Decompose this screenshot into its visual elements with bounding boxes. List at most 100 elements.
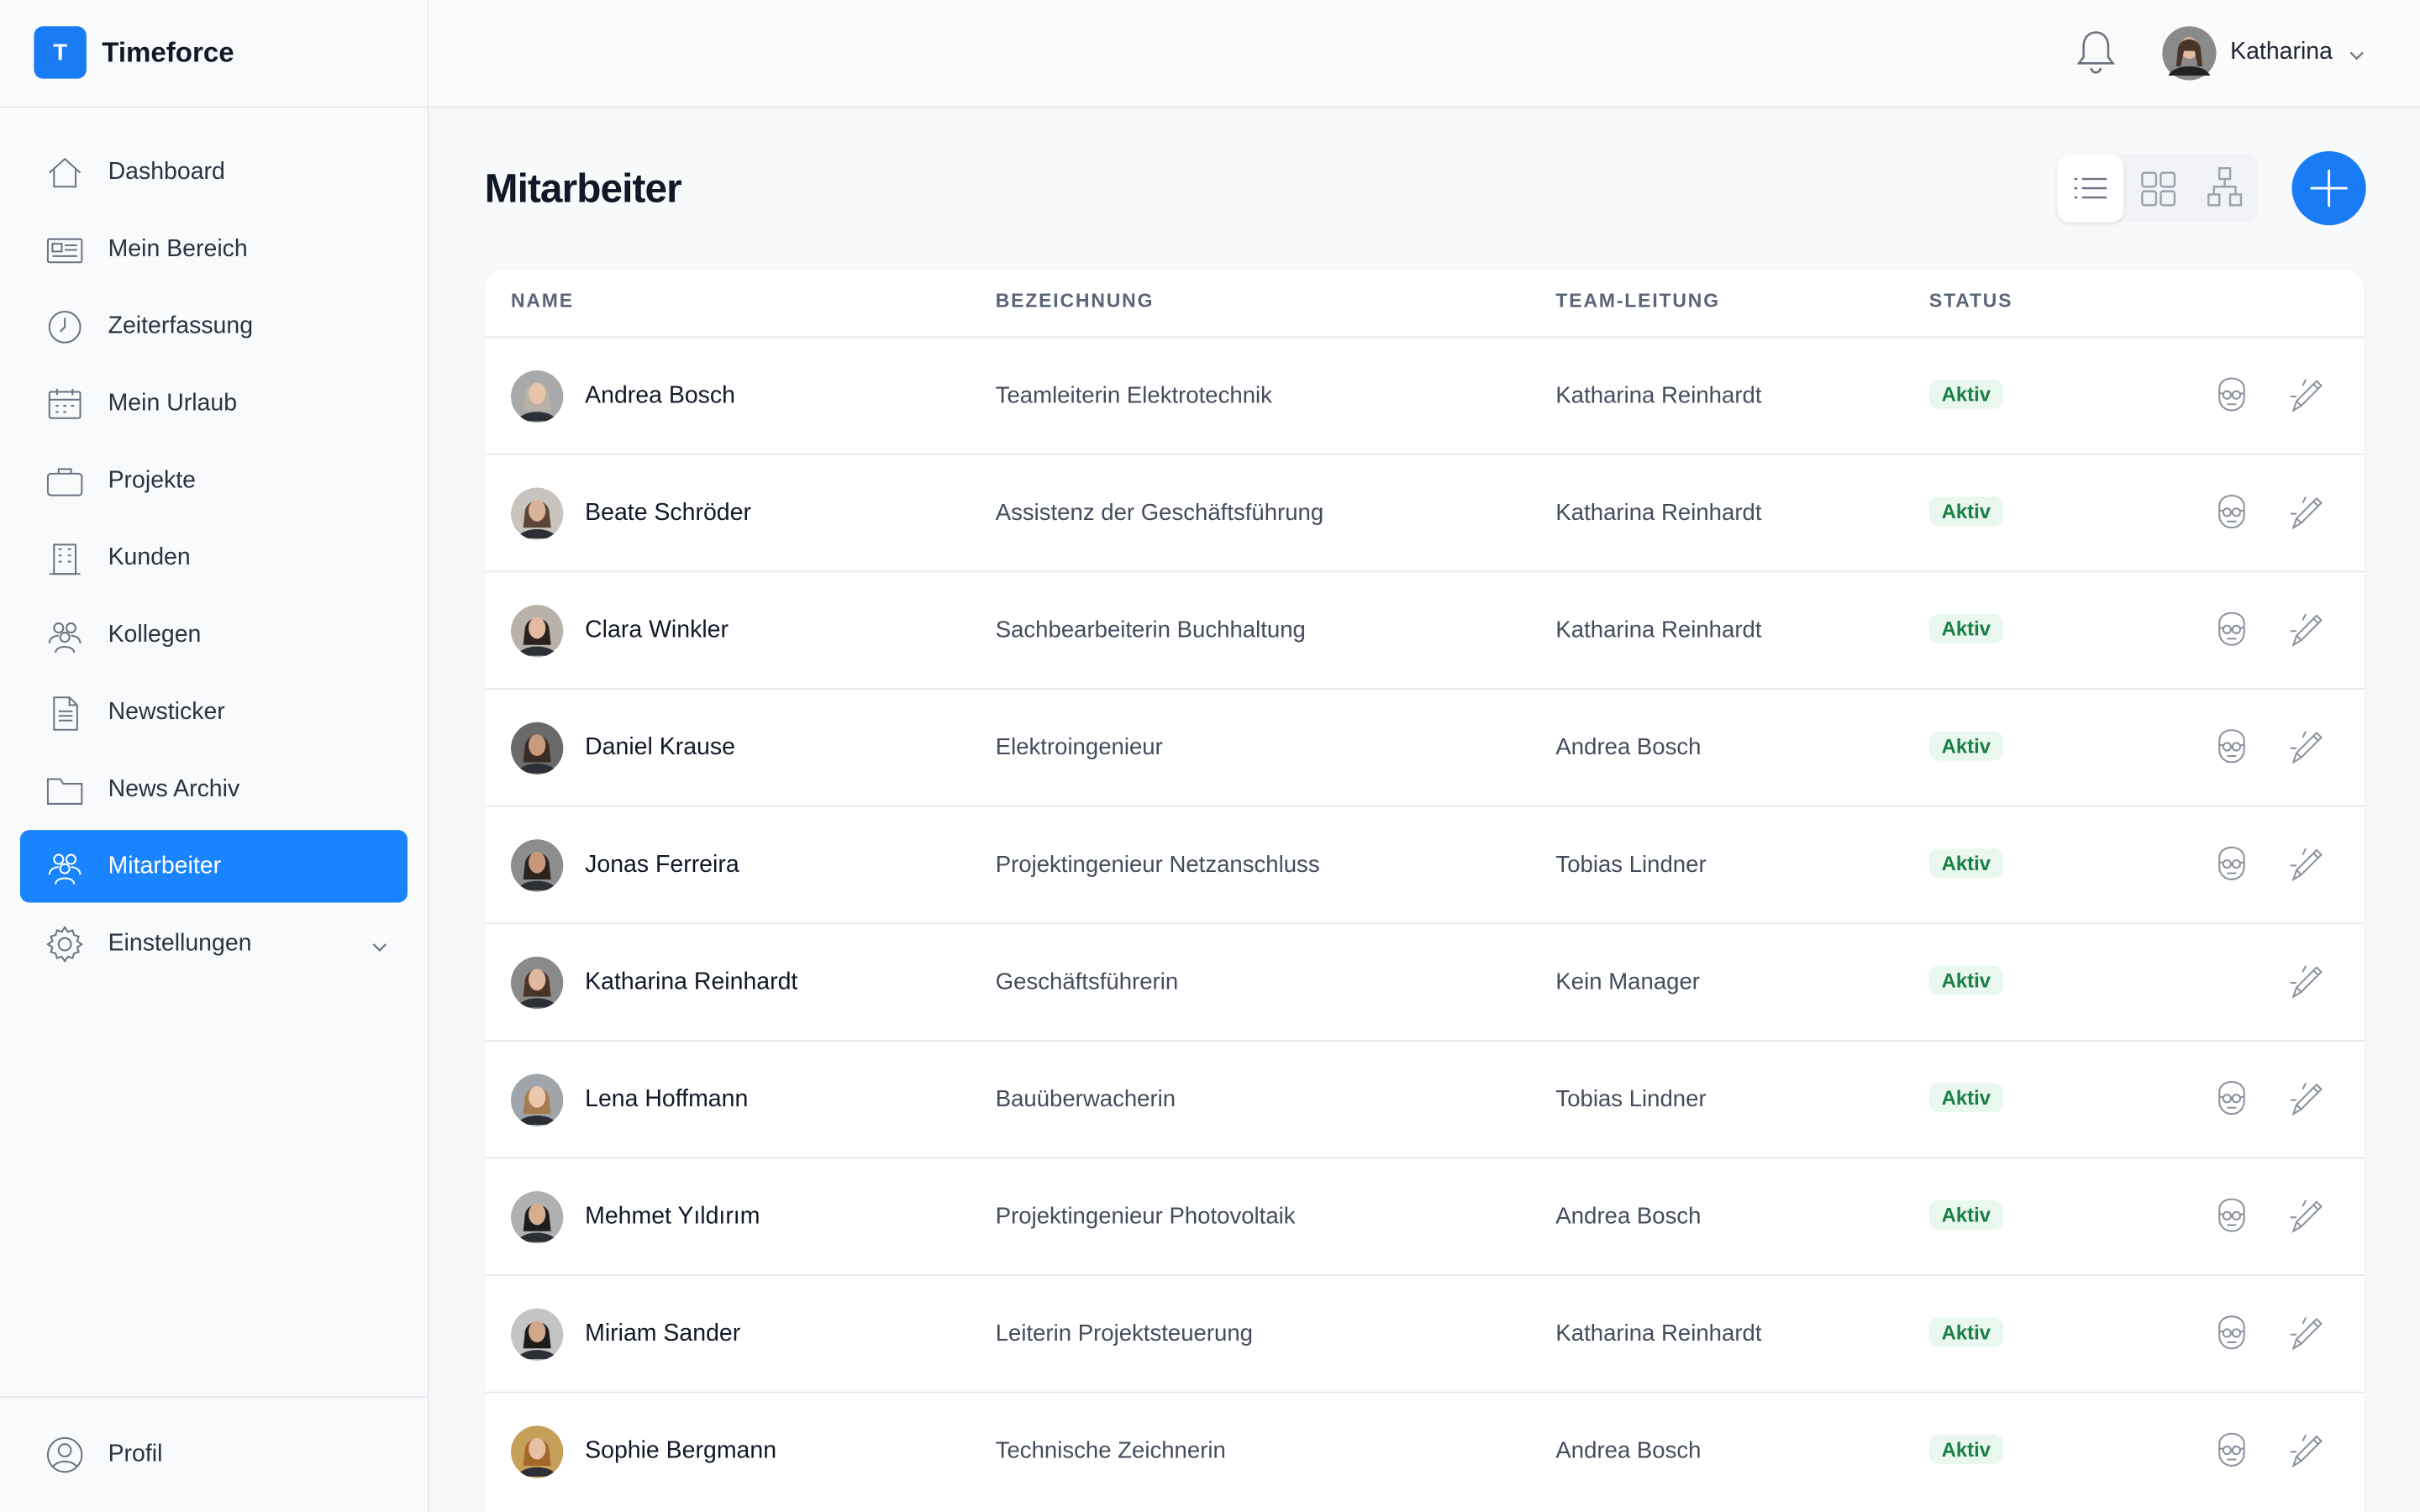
- job-title: Leiterin Projektsteuerung: [995, 1320, 1253, 1347]
- nav-label[interactable]: Mein Urlaub: [108, 389, 238, 417]
- nav-item[interactable]: Kunden: [20, 522, 408, 594]
- table-row[interactable]: Katharina Reinhardt Geschäftsführerin Kein…: [484, 922, 2365, 1041]
- nav-icon: [46, 468, 83, 496]
- edit-button[interactable]: [2287, 1431, 2328, 1471]
- edit-button[interactable]: [2287, 727, 2328, 767]
- employee-name: Miriam Sander: [585, 1320, 741, 1347]
- status-badge: Aktiv: [1928, 731, 2003, 761]
- nav-label[interactable]: Projekte: [108, 466, 197, 493]
- table-row[interactable]: Daniel Krause Elektroingenieur Andrea Bosc…: [484, 688, 2365, 806]
- nav-item[interactable]: Newsticker: [20, 675, 408, 748]
- column-header: NAME: [510, 290, 574, 312]
- nav-item[interactable]: News Archiv: [20, 753, 408, 825]
- impersonate-button[interactable]: [2213, 608, 2250, 648]
- table-row[interactable]: Mehmet Yıldırım Projektingenieur Photovol…: [484, 1157, 2365, 1276]
- nav-label[interactable]: Einstellungen: [108, 929, 252, 956]
- employee-name: Sophie Bergmann: [585, 1437, 777, 1465]
- impersonate-button[interactable]: [2213, 843, 2250, 883]
- nav-label[interactable]: News Archiv: [108, 774, 240, 802]
- employee-name: Mehmet Yıldırım: [585, 1203, 760, 1230]
- separator: [0, 1396, 428, 1399]
- chevron[interactable]: [2349, 50, 2365, 62]
- list-icon: [2074, 177, 2107, 199]
- nav-icon: [53, 696, 78, 731]
- nav-item[interactable]: Profil: [20, 1418, 408, 1490]
- table-row[interactable]: Clara Winkler Sachbearbeiterin Buchhaltun…: [484, 570, 2365, 690]
- edit-button[interactable]: [2287, 1195, 2328, 1236]
- impersonate-button[interactable]: [2213, 1077, 2250, 1117]
- edit-button[interactable]: [2287, 492, 2328, 533]
- add-button[interactable]: [2286, 145, 2372, 232]
- nav-icon: [49, 157, 82, 188]
- job-title: Bauüberwacherin: [995, 1086, 1176, 1113]
- avatar: [510, 487, 564, 540]
- nav-label[interactable]: Profil: [108, 1440, 163, 1467]
- impersonate-button[interactable]: [2213, 1429, 2250, 1469]
- nav-label[interactable]: Dashboard: [108, 158, 225, 185]
- status-badge: Aktiv: [1928, 1435, 2003, 1465]
- impersonate-button[interactable]: [2213, 725, 2250, 765]
- job-title: Geschäftsführerin: [995, 969, 1179, 995]
- table-row[interactable]: Sophie Bergmann Technische Zeichnerin Andr…: [484, 1391, 2365, 1510]
- table-row[interactable]: Miriam Sander Leiterin Projektsteuerung Ka…: [484, 1274, 2365, 1393]
- nav-icon: [48, 853, 82, 885]
- impersonate-button[interactable]: [2213, 1194, 2250, 1235]
- table-row[interactable]: Jonas Ferreira Projektingenieur Netzansch…: [484, 805, 2365, 924]
- nav-label[interactable]: Newsticker: [108, 698, 225, 725]
- logo[interactable]: T: [34, 26, 87, 79]
- edit-button[interactable]: [2287, 844, 2328, 885]
- edit-button[interactable]: [2287, 961, 2328, 1001]
- nav-label[interactable]: Zeiterfassung: [108, 312, 254, 339]
- user-name[interactable]: Katharina: [2230, 38, 2333, 66]
- avatar: [510, 956, 564, 1010]
- avatar: [510, 1425, 564, 1478]
- avatar: [510, 1074, 564, 1126]
- avatar: [510, 1308, 564, 1362]
- team-lead: Tobias Lindner: [1555, 851, 1707, 879]
- nav-item[interactable]: Kollegen: [20, 599, 408, 671]
- nav-label[interactable]: Kunden: [108, 543, 191, 570]
- job-title: Projektingenieur Netzanschluss: [995, 851, 1320, 879]
- nav-item[interactable]: Projekte: [20, 444, 408, 517]
- impersonate-button[interactable]: [2213, 491, 2250, 531]
- team-lead: Katharina Reinhardt: [1555, 500, 1762, 527]
- nav-item[interactable]: Einstellungen: [20, 907, 408, 979]
- nav-icon: [48, 622, 82, 654]
- job-title: Sachbearbeiterin Buchhaltung: [995, 617, 1306, 643]
- org-view-button[interactable]: [2191, 155, 2258, 223]
- edit-button[interactable]: [2287, 610, 2328, 650]
- impersonate-button[interactable]: [2213, 1311, 2250, 1352]
- nav-item[interactable]: Mein Bereich: [20, 213, 408, 285]
- table-row[interactable]: Andrea Bosch Teamleiterin Elektrotechnik K…: [484, 336, 2365, 454]
- table-row[interactable]: Beate Schröder Assistenz der Geschäftsfüh…: [484, 454, 2365, 572]
- sidebar: [0, 0, 429, 1512]
- nav-label[interactable]: Kollegen: [108, 621, 202, 648]
- app-name[interactable]: Timeforce: [102, 37, 234, 68]
- table-card: [484, 270, 2365, 1512]
- impersonate-button[interactable]: [2213, 373, 2250, 413]
- page-title: Mitarbeiter: [484, 165, 682, 212]
- edit-button[interactable]: [2287, 375, 2328, 415]
- nav-item[interactable]: Dashboard: [20, 136, 408, 208]
- nav-icon: [46, 238, 83, 264]
- team-lead: Andrea Bosch: [1555, 1437, 1702, 1465]
- edit-button[interactable]: [2287, 1313, 2328, 1353]
- brand: T Timeforce: [0, 0, 428, 108]
- table-row[interactable]: Lena Hoffmann Bauüberwacherin Tobias Lindn…: [484, 1039, 2365, 1158]
- nav-label[interactable]: Mein Bereich: [108, 235, 248, 262]
- grid-view-button[interactable]: [2125, 155, 2191, 223]
- nav-icon: [46, 926, 84, 963]
- nav-item[interactable]: Mein Urlaub: [20, 367, 408, 439]
- nav-label[interactable]: Mitarbeiter: [108, 852, 222, 879]
- nav-item[interactable]: Mitarbeiter: [19, 830, 408, 903]
- list-view-button[interactable]: [2057, 154, 2124, 223]
- nav-item[interactable]: Zeiterfassung: [20, 290, 408, 362]
- employee-name: Daniel Krause: [585, 734, 735, 761]
- edit-button[interactable]: [2287, 1079, 2328, 1119]
- avatar: [510, 722, 564, 775]
- team-lead: Katharina Reinhardt: [1555, 617, 1762, 643]
- bell-icon[interactable]: [2073, 28, 2119, 77]
- team-lead: Katharina Reinhardt: [1555, 1320, 1762, 1347]
- user-avatar[interactable]: [2162, 26, 2217, 81]
